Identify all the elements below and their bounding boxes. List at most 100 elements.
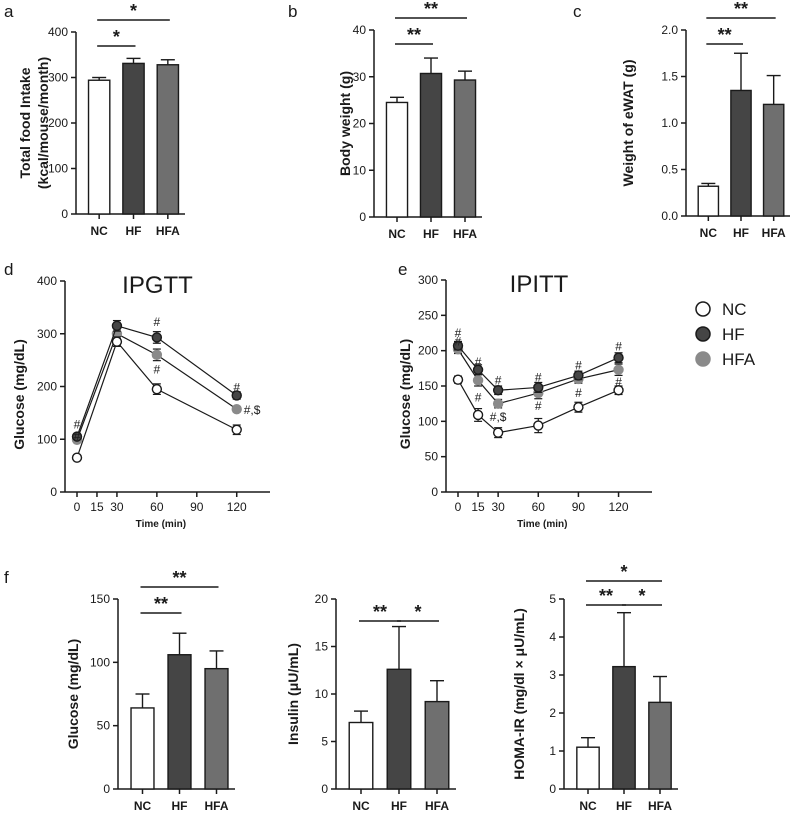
x-category-label: NC <box>134 799 152 813</box>
significance-label: * <box>130 1 137 21</box>
annotation: # <box>154 363 161 377</box>
annotation: # <box>535 399 542 413</box>
annotation: # <box>535 371 542 385</box>
x-tick-label: 90 <box>190 500 204 514</box>
data-point <box>492 398 504 409</box>
data-point <box>111 320 123 332</box>
y-tick-label: 20 <box>315 592 329 606</box>
panel-letter-a: a <box>4 2 14 21</box>
legend-marker-hfa <box>695 351 711 367</box>
legend-label: HFA <box>722 350 756 369</box>
annotation: # <box>74 417 81 431</box>
data-point <box>533 382 544 393</box>
data-point <box>613 364 624 375</box>
data-point <box>111 336 123 347</box>
x-category-label: NC <box>90 224 108 238</box>
significance-label: * <box>638 586 645 606</box>
y-tick-label: 0 <box>103 782 110 796</box>
series-nc <box>452 374 624 439</box>
significance-label: ** <box>734 0 748 19</box>
y-tick-label: 300 <box>37 327 57 341</box>
x-tick-label: 60 <box>150 500 164 514</box>
bar-nc <box>576 746 600 790</box>
y-tick-label: 5 <box>321 735 328 749</box>
y-tick-label: 150 <box>418 379 438 393</box>
y-axis-label: Glucose (mg/dL) <box>65 639 81 749</box>
x-category-label: HFA <box>648 799 672 813</box>
series-hf <box>71 319 242 442</box>
bar-chart-c: c 0.0 0.5 1.0 1.5 2.0 Weight of eWAT (g) NC HF HF… <box>573 0 790 240</box>
data-point <box>613 385 624 396</box>
y-tick-label: 20 <box>353 117 367 131</box>
x-category-label: HFA <box>762 226 786 240</box>
annotation: # <box>455 334 462 348</box>
series-hf <box>452 340 624 396</box>
data-point <box>472 375 484 386</box>
significance-label: ** <box>599 586 613 606</box>
panel-letter-c: c <box>573 2 582 21</box>
x-category-label: HF <box>172 799 188 813</box>
data-point <box>231 403 242 415</box>
y-axis-label: (kcal/mouse/month) <box>35 57 51 189</box>
data-point <box>472 409 484 421</box>
data-point <box>533 420 544 431</box>
data-point <box>452 340 464 351</box>
data-point <box>151 332 163 343</box>
y-tick-label: 200 <box>37 380 57 394</box>
x-category-label: HFA <box>453 227 477 241</box>
bar-hfa <box>453 79 477 218</box>
significance-label: * <box>414 602 421 622</box>
y-tick-label: 40 <box>353 23 367 37</box>
y-tick-label: 0.5 <box>661 163 678 177</box>
significance-label: * <box>620 562 627 582</box>
bar-hf <box>612 665 636 790</box>
y-tick-label: 50 <box>97 719 111 733</box>
x-category-label: NC <box>352 799 370 813</box>
y-tick-label: 200 <box>48 116 68 130</box>
chart-title: IPGTT <box>122 272 193 299</box>
x-category-label: HF <box>423 227 439 241</box>
y-tick-label: 30 <box>353 70 367 84</box>
x-axis-label: Time (min) <box>136 519 186 530</box>
annotation: #,$ <box>490 410 507 424</box>
x-tick-label: 0 <box>74 500 81 514</box>
y-tick-label: 2.0 <box>661 23 678 37</box>
data-point <box>231 424 242 435</box>
x-axis-label: Time (min) <box>517 519 567 530</box>
y-tick-label: 0 <box>50 485 57 499</box>
annotation: # <box>475 355 482 369</box>
data-point <box>151 383 163 395</box>
panel-letter-b: b <box>288 2 297 21</box>
bar-hf <box>730 89 752 217</box>
data-point <box>151 349 163 361</box>
y-tick-label: 400 <box>37 274 57 288</box>
y-tick-label: 0 <box>359 210 366 224</box>
y-axis-label: Insulin (μU/mL) <box>285 643 301 745</box>
data-point <box>71 431 83 442</box>
significance-label: ** <box>172 568 186 588</box>
series-nc <box>71 336 242 463</box>
line-chart-e: e IPITT 0 50 100 150 200 250 300 0 15 30 60 90 120 Time… <box>397 260 756 530</box>
y-tick-label: 150 <box>90 592 110 606</box>
bar-hf <box>419 72 443 218</box>
x-tick-label: 90 <box>572 500 586 514</box>
y-axis-label: Body weight (g) <box>337 71 353 176</box>
data-point <box>573 370 584 381</box>
y-tick-label: 250 <box>418 308 438 322</box>
y-tick-label: 10 <box>315 687 329 701</box>
x-category-label: HF <box>126 224 142 238</box>
series-line <box>457 345 619 391</box>
y-axis-label: Weight of eWAT (g) <box>620 59 636 186</box>
bar-nc <box>385 101 409 218</box>
bar-nc <box>130 707 155 790</box>
y-tick-label: 0.0 <box>661 209 678 223</box>
significance-label: ** <box>373 602 387 622</box>
legend-marker-nc <box>695 301 711 317</box>
y-tick-label: 5 <box>549 592 556 606</box>
y-tick-label: 100 <box>37 432 57 446</box>
annotation: # <box>455 326 462 340</box>
legend: NC HF HFA <box>695 300 756 369</box>
x-tick-label: 120 <box>609 500 629 514</box>
x-category-label: HFA <box>156 224 180 238</box>
